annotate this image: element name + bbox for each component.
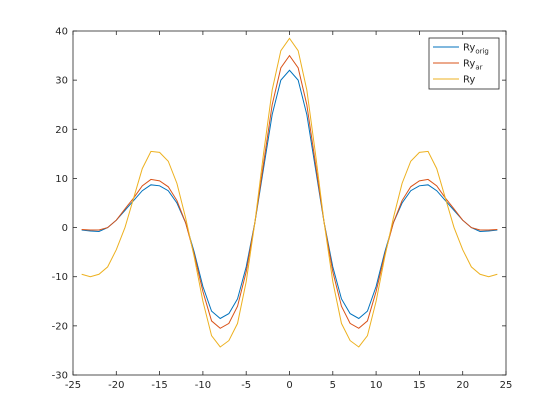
y-tick-label: 40 — [55, 27, 68, 38]
series-line — [81, 69, 498, 320]
y-tick-label: 20 — [55, 125, 68, 136]
series-line — [81, 54, 498, 329]
x-tick-label: 10 — [370, 380, 383, 391]
legend-subscript: ar — [475, 64, 482, 72]
series-line — [81, 37, 498, 348]
x-tick-label: -20 — [108, 380, 124, 391]
x-tick-label: -15 — [151, 380, 167, 391]
y-tick-label: -20 — [52, 321, 68, 332]
legend-name: Ry — [463, 43, 475, 54]
legend-label: Ry — [463, 75, 475, 86]
x-tick-label: -5 — [241, 380, 251, 391]
y-tick-label: 30 — [55, 76, 68, 87]
y-tick-label: -10 — [52, 272, 68, 283]
x-tick-label: 5 — [330, 380, 336, 391]
legend-subscript: orig — [475, 48, 489, 56]
legend-name: Ry — [463, 75, 475, 86]
legend-label: Ryorig — [463, 43, 489, 56]
y-tick-label: 10 — [55, 174, 68, 185]
x-tick-label: 15 — [413, 380, 426, 391]
legend-name: Ry — [463, 59, 475, 70]
x-tick-label: -25 — [65, 380, 81, 391]
y-tick-label: -30 — [52, 371, 68, 382]
x-tick-label: 0 — [286, 380, 292, 391]
x-tick-label: -10 — [195, 380, 211, 391]
x-tick-label: 20 — [456, 380, 469, 391]
y-tick-label: 0 — [62, 223, 68, 234]
legend-label: Ryar — [463, 59, 483, 72]
x-tick-label: 25 — [500, 380, 513, 391]
